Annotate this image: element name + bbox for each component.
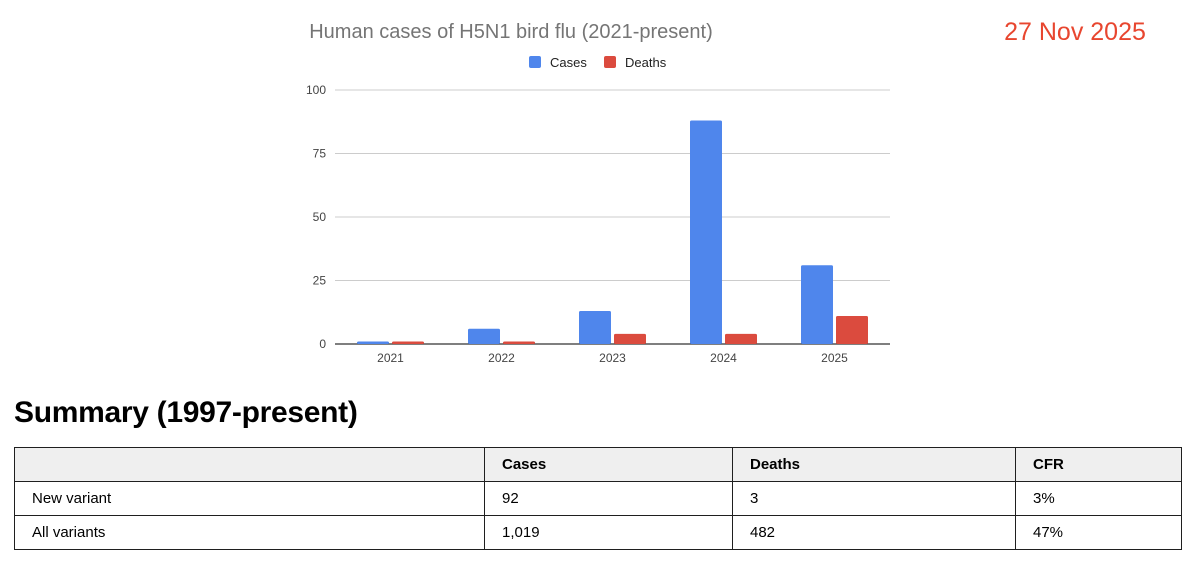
y-tick-label: 50	[313, 210, 327, 224]
deaths-cell: 482	[732, 515, 1016, 550]
y-tick-label: 100	[306, 83, 326, 97]
cases-cell: 92	[484, 481, 733, 516]
legend-swatch-deaths	[604, 56, 616, 68]
header-cell-cases: Cases	[484, 447, 733, 482]
header-cell-deaths: Deaths	[732, 447, 1016, 482]
bar-cases-2021	[357, 341, 389, 344]
bar-cases-2025	[801, 265, 833, 344]
date-label: 27 Nov 2025	[1004, 18, 1146, 46]
bar-deaths-2024	[725, 333, 757, 344]
chart-bars	[357, 120, 868, 344]
legend-swatch-cases	[529, 56, 541, 68]
bar-cases-2024	[690, 120, 722, 344]
bar-deaths-2023	[614, 333, 646, 344]
deaths-cell: 3	[732, 481, 1016, 516]
chart-title: Human cases of H5N1 bird flu (2021-prese…	[309, 21, 713, 43]
summary-table: Cases Deaths CFR New variant 92 3 3% All…	[14, 447, 1182, 550]
cases-cell: 1,019	[484, 515, 733, 550]
x-tick-label-2022: 2022	[488, 351, 515, 365]
x-tick-label-2025: 2025	[821, 351, 848, 365]
bar-chart: Human cases of H5N1 bird flu (2021-prese…	[306, 21, 890, 365]
legend-label-cases: Cases	[550, 55, 587, 70]
summary-heading: Summary (1997-present)	[14, 396, 358, 429]
x-tick-label-2024: 2024	[710, 351, 737, 365]
chart-legend: Cases Deaths	[529, 55, 667, 70]
y-tick-label: 0	[319, 337, 326, 351]
row-label-cell: All variants	[14, 515, 485, 550]
legend-label-deaths: Deaths	[625, 55, 667, 70]
y-tick-label: 75	[313, 147, 327, 161]
chart-gridlines: 0 25 50 75 100	[306, 83, 890, 351]
chart-x-tick-labels: 2021 2022 2023 2024 2025	[377, 351, 848, 365]
x-tick-label-2023: 2023	[599, 351, 626, 365]
bar-deaths-2022	[503, 341, 535, 344]
cfr-cell: 3%	[1015, 481, 1182, 516]
table-header-row: Cases Deaths CFR	[14, 447, 1182, 482]
bar-cases-2022	[468, 328, 500, 344]
row-label-cell: New variant	[14, 481, 485, 516]
x-tick-label-2021: 2021	[377, 351, 404, 365]
header-cell-label	[14, 447, 485, 482]
bar-cases-2023	[579, 310, 611, 344]
header-cell-cfr: CFR	[1015, 447, 1182, 482]
table-row: New variant 92 3 3%	[14, 481, 1182, 516]
y-tick-label: 25	[313, 274, 327, 288]
cfr-cell: 47%	[1015, 515, 1182, 550]
table-row: All variants 1,019 482 47%	[14, 515, 1182, 550]
bar-deaths-2021	[392, 341, 424, 344]
bar-deaths-2025	[836, 316, 868, 344]
